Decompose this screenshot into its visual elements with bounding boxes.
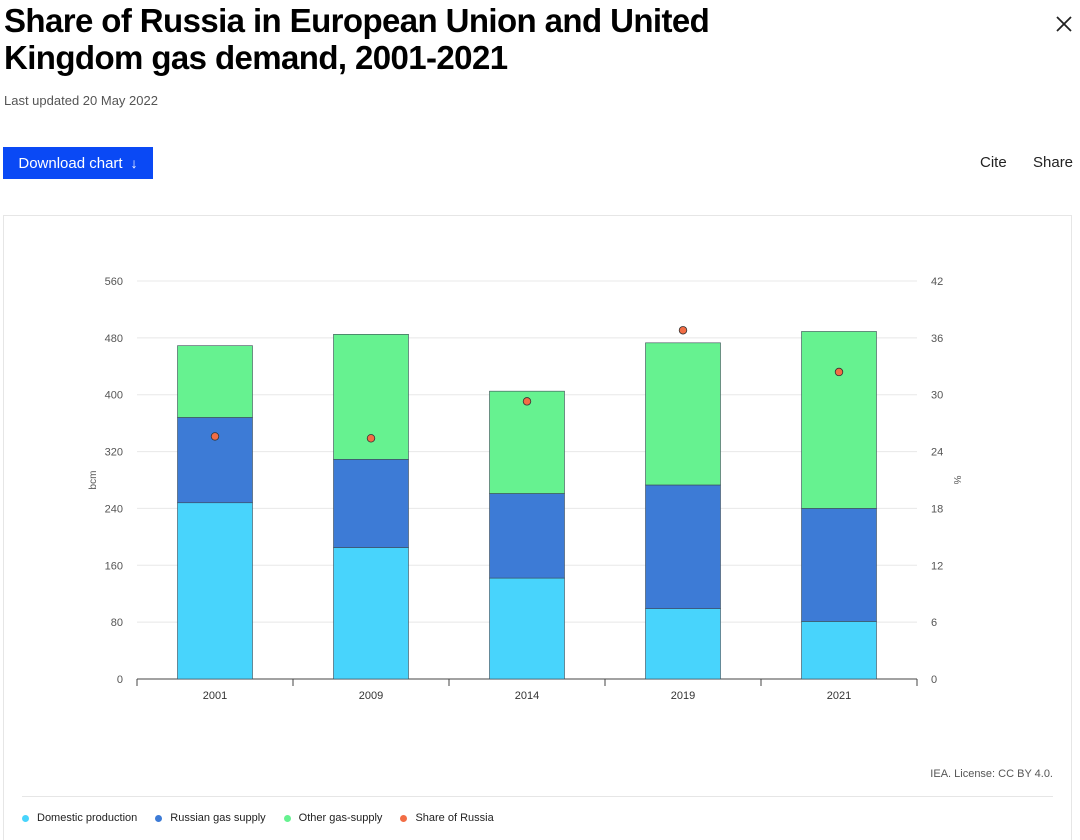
close-icon	[1056, 16, 1072, 32]
bar-domestic-production	[801, 621, 877, 680]
legend-item-domestic-production[interactable]: Domestic production	[22, 812, 137, 824]
bar-domestic-production	[333, 547, 409, 680]
y-axis-title: bcm	[88, 471, 99, 490]
arrow-down-icon: ↓	[130, 155, 138, 171]
bar-other-gas-supply	[801, 331, 877, 509]
legend-label: Other gas-supply	[298, 812, 383, 824]
y2-tick-label: 42	[931, 276, 943, 288]
bar-other-gas-supply	[177, 345, 253, 418]
bar-russian-gas-supply	[801, 508, 877, 622]
bar-russian-gas-supply	[333, 459, 409, 548]
y-tick-label: 0	[117, 674, 123, 686]
legend-swatch	[400, 814, 408, 822]
y-tick-label: 320	[105, 447, 123, 459]
chart-card: 0 80 160 240 320 400 480 560 0 6 12 18 24 30 36 42 bcm% 2…	[3, 215, 1072, 840]
y2-tick-label: 36	[931, 333, 943, 345]
y-tick-label: 480	[105, 333, 123, 345]
download-chart-button[interactable]: Download chart ↓	[3, 147, 153, 179]
point-share-of-russia	[834, 367, 844, 377]
chart-legend: Domestic production Russian gas supply Oth…	[22, 812, 494, 824]
cite-link[interactable]: Cite	[980, 154, 1007, 171]
y2-tick-label: 30	[931, 390, 943, 402]
bar-other-gas-supply	[645, 342, 721, 486]
point-share-of-russia	[678, 326, 688, 335]
x-tick-label: 2019	[671, 690, 695, 702]
legend-item-russian-gas-supply[interactable]: Russian gas supply	[155, 812, 266, 824]
y-tick-label: 240	[105, 503, 123, 515]
x-tick-label: 2001	[203, 690, 227, 702]
y-tick-label: 560	[105, 276, 123, 288]
y-tick-label: 160	[105, 560, 123, 572]
x-tick-label: 2009	[359, 690, 383, 702]
close-button[interactable]	[1050, 10, 1078, 38]
bar-domestic-production	[489, 577, 565, 680]
y-tick-label: 80	[111, 617, 123, 629]
chart-svg: 0 80 160 240 320 400 480 560 0 6 12 18 24 30 36 42 bcm % 2…	[88, 276, 962, 702]
legend-label: Domestic production	[37, 812, 138, 824]
y-tick-label: 400	[105, 390, 123, 402]
y2-tick-label: 6	[931, 617, 937, 629]
legend-swatch	[155, 814, 163, 822]
last-updated: Last updated 20 May 2022	[4, 93, 158, 108]
bar-domestic-production	[645, 608, 721, 680]
bar-other-gas-supply	[489, 390, 565, 494]
legend-label: Share of Russia	[415, 812, 494, 824]
license-note: IEA. License: CC BY 4.0.	[930, 768, 1053, 780]
legend-divider	[22, 796, 1053, 797]
bar-domestic-production	[177, 502, 253, 680]
bar-russian-gas-supply	[645, 484, 721, 609]
legend-swatch	[283, 814, 291, 822]
bar-russian-gas-supply	[489, 493, 565, 579]
bar-russian-gas-supply	[177, 417, 253, 504]
y2-tick-label: 0	[931, 674, 937, 686]
y2-tick-label: 24	[931, 447, 943, 459]
x-tick-label: 2021	[827, 690, 851, 702]
y2-tick-label: 12	[931, 560, 943, 572]
x-tick-label: 2014	[515, 690, 539, 702]
y2-tick-label: 18	[931, 503, 943, 515]
point-share-of-russia	[366, 434, 376, 443]
share-link[interactable]: Share	[1033, 154, 1074, 171]
legend-label: Russian gas supply	[170, 812, 266, 824]
download-chart-label: Download chart	[18, 154, 123, 172]
page-title: Share of Russia in European Union and Un…	[4, 2, 710, 76]
point-share-of-russia	[210, 432, 220, 441]
legend-item-other-gas-supply[interactable]: Other gas-supply	[283, 812, 383, 824]
legend-swatch	[22, 814, 29, 822]
y2-axis-title: %	[951, 476, 962, 485]
point-share-of-russia	[522, 397, 532, 406]
legend-item-share-of-russia[interactable]: Share of Russia	[400, 812, 494, 824]
